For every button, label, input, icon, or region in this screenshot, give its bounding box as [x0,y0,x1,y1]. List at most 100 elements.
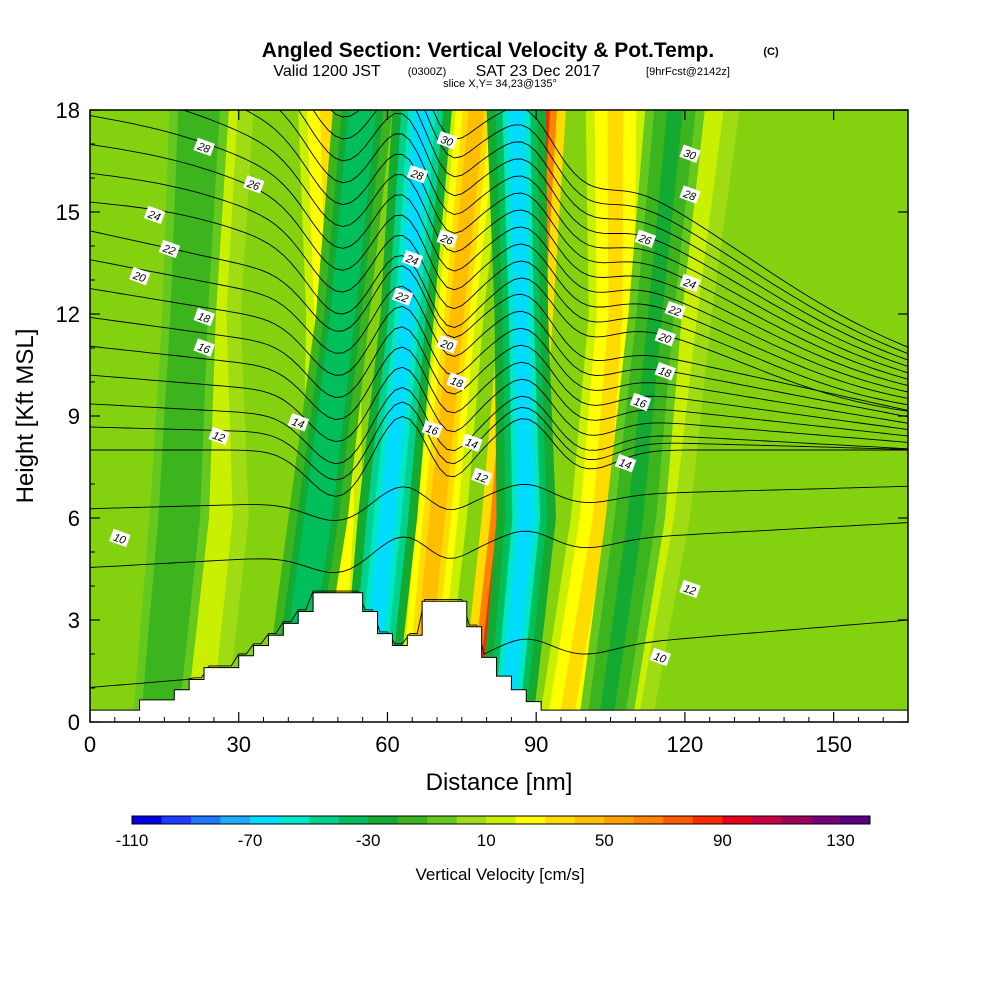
y-tick-label: 9 [68,404,80,429]
y-tick-label: 15 [56,200,80,225]
colorbar-swatch [427,816,458,824]
isentrope-line [90,416,908,497]
valid-zulu: (0300Z) [408,66,447,78]
isentrope-line [244,110,908,380]
y-tick-label: 12 [56,302,80,327]
isentrope-label-text: 10 [652,651,668,667]
colorbar-swatch [781,816,812,824]
isentrope-line [181,110,908,387]
isentrope-label: 12 [208,426,230,446]
colorbar-swatch [515,816,546,824]
colorbar-swatch [279,816,310,824]
isentrope-label-text: 20 [438,337,455,353]
x-tick-label: 60 [375,732,399,757]
colorbar-tick-label: 130 [826,831,854,850]
isentrope-line [90,316,908,431]
colorbar-swatch [309,816,339,824]
colorbar-tick-label: -70 [238,831,263,850]
x-axis-label: Distance [nm] [426,769,573,796]
isentrope-label-text: 16 [424,423,440,439]
colorbar-swatch [633,816,664,824]
isentrope-label-text: 28 [195,140,212,156]
isentrope-label-text: 12 [473,470,489,485]
x-tick-label: 120 [667,732,704,757]
valid-date: SAT 23 Dec 2017 [476,63,601,80]
colorbar-swatch [132,816,162,824]
isentrope-label: 18 [193,307,215,327]
isentrope-label: 22 [158,239,181,259]
isentrope-label: 12 [471,467,493,486]
x-axis: 0 30 60 90 120 150 [84,110,884,757]
colorbar-swatch [486,816,517,824]
colorbar: -110 -70 -30 10 50 90 130 [116,815,871,850]
isentrope-line [297,110,908,367]
colorbar-swatch [692,816,723,824]
isentrope-line [432,110,908,348]
isentrope-label: 30 [679,144,701,163]
isentrope-line [90,201,908,412]
slice-info: slice X,Y= 34,23@135° [443,78,557,90]
y-axis: 0 3 6 9 12 15 18 [56,98,908,735]
isentrope-label-text: 28 [681,188,698,204]
colorbar-swatch [338,816,369,824]
isentrope-line [90,366,908,443]
isentrope-label-text: 18 [449,375,465,391]
isentrope-line [90,143,908,399]
forecast-info: [9hrFcst@2142z] [646,66,730,78]
isentrope-label: 22 [391,287,414,306]
x-tick-label: 0 [84,732,96,757]
chart-title-unit: (C) [763,46,779,58]
isentrope-label-text: 22 [160,242,177,258]
colorbar-swatch [574,816,605,824]
isentrope-label: 28 [679,185,701,204]
y-tick-label: 0 [68,710,80,735]
isentrope-label-text: 14 [617,457,633,472]
colorbar-swatch [604,816,635,824]
isentrope-label-text: 22 [666,303,683,319]
isentrope-label: 16 [629,392,652,411]
y-tick-label: 3 [68,608,80,633]
colorbar-swatch [545,816,576,824]
colorbar-swatch [250,816,280,824]
colorbar-tick-label: -110 [116,831,149,850]
isentrope-label-text: 30 [682,147,698,163]
colorbar-swatch [397,816,428,824]
isentrope-line [90,115,908,393]
isentrope-line [90,590,908,688]
isentrope-line [90,387,908,465]
valid-time: Valid 1200 JST [273,63,381,80]
isentrope-label: 16 [421,419,443,439]
isentrope-label-text: 12 [211,430,227,445]
isentrope-label: 20 [654,328,676,347]
isentrope-label-text: 14 [464,436,480,451]
colorbar-swatch [220,816,251,824]
colorbar-swatch [840,816,871,824]
y-tick-label: 6 [68,506,80,531]
colorbar-tick-label: -30 [356,831,381,850]
isentrope-line [90,259,908,418]
isentrope-label-text: 18 [196,311,212,327]
isentrope-label: 28 [406,164,429,184]
colorbar-swatch [368,816,398,824]
isentrope-label: 10 [109,528,131,547]
x-tick-label: 90 [524,732,548,757]
isentropes [90,110,908,688]
isentrope-line [90,230,908,411]
x-tick-label: 150 [815,732,852,757]
isentrope-label-text: 24 [403,252,420,268]
isentrope-line [330,110,908,355]
isentrope-label: 14 [614,453,637,473]
isentrope-label: 24 [143,205,166,225]
isentrope-label-text: 30 [439,134,455,150]
isentrope-label-text: 26 [438,232,455,248]
y-axis-label: Height [Kft MSL] [12,329,39,504]
colorbar-swatch [810,816,841,824]
isentrope-label: 18 [446,372,468,391]
colorbar-swatch [722,816,753,824]
isentrope-label: 20 [129,266,151,286]
colorbar-label: Vertical Velocity [cm/s] [415,865,584,884]
isentrope-line [90,345,908,437]
isentrope-label: 18 [654,362,676,381]
isentrope-label: 28 [193,137,215,156]
isentrope-line [90,401,908,481]
